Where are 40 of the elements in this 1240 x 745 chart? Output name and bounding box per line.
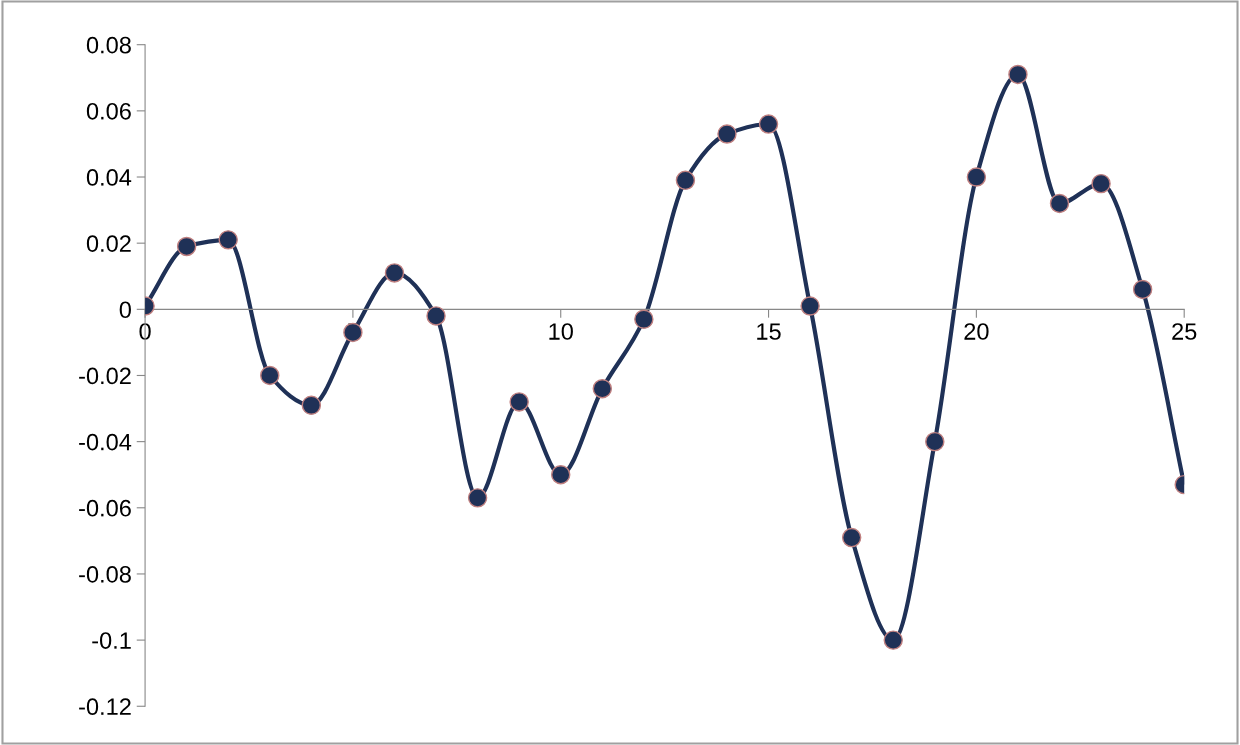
y-tick-label: -0.06: [79, 499, 131, 517]
y-tick-label: 0.06: [86, 102, 131, 120]
y-tick-label: -0.02: [79, 367, 131, 385]
y-tick-label: -0.04: [79, 433, 132, 451]
point: [800, 296, 820, 316]
point: [1091, 173, 1111, 194]
point: [883, 630, 903, 650]
point: [218, 230, 238, 250]
point: [1132, 279, 1153, 300]
point: [634, 309, 654, 329]
y-tick-label: 0.02: [86, 235, 131, 252]
x-tick-label: 0: [139, 323, 151, 340]
x-tick-label: 15: [757, 323, 781, 340]
point: [1008, 64, 1028, 85]
point: [260, 365, 280, 386]
point: [551, 464, 571, 485]
point: [467, 488, 488, 508]
point: [426, 306, 446, 326]
point: [1049, 193, 1070, 214]
point: [925, 431, 945, 452]
point: [592, 378, 613, 399]
y-tick-label: -0.1: [92, 632, 131, 649]
y-tick-label: 0.08: [86, 36, 131, 54]
point: [343, 322, 363, 343]
x-tick-label: 10: [549, 323, 573, 340]
point: [841, 527, 862, 548]
point: [758, 114, 779, 134]
point: [675, 170, 696, 191]
x-tick-label: 25: [1172, 323, 1197, 340]
point: [966, 167, 987, 187]
y-tick-label: -0.12: [79, 698, 131, 716]
y-tick-label: 0.04: [86, 169, 132, 186]
point: [384, 263, 405, 283]
point: [176, 236, 197, 257]
point: [509, 392, 529, 412]
x-tick-label: 20: [964, 323, 989, 340]
y-tick-label: -0.08: [79, 566, 131, 583]
point: [301, 395, 322, 415]
point: [717, 124, 737, 144]
y-tick-label: 0: [119, 301, 131, 319]
